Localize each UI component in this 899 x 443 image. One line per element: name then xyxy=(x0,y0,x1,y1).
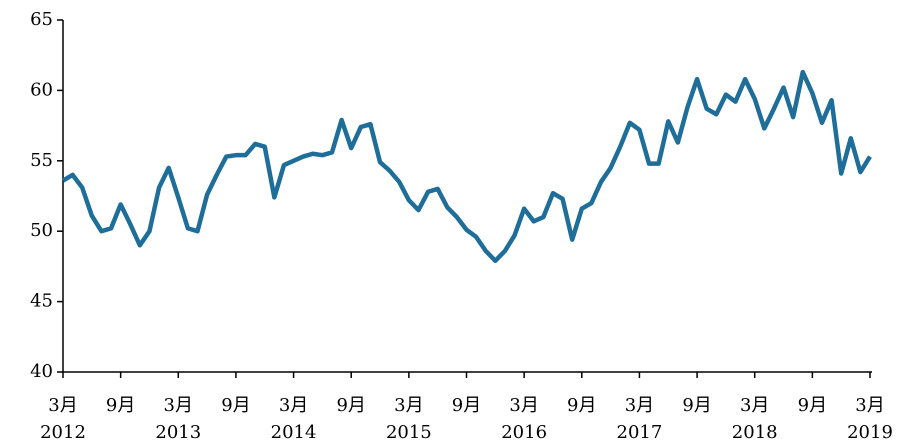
x-tick-label: 9月 xyxy=(798,395,827,416)
x-year-label: 2018 xyxy=(732,422,778,443)
x-year-label: 2015 xyxy=(386,422,432,443)
y-tick-label: 65 xyxy=(30,9,53,30)
x-year-label: 2014 xyxy=(271,422,317,443)
x-tick-label: 3月 xyxy=(394,395,423,416)
y-tick-label: 40 xyxy=(30,361,53,382)
y-tick-label: 55 xyxy=(30,150,53,171)
x-year-label: 2016 xyxy=(501,422,547,443)
x-tick-label: 9月 xyxy=(106,395,135,416)
x-tick-label: 3月 xyxy=(279,395,308,416)
x-year-label: 2019 xyxy=(847,422,893,443)
x-year-label: 2012 xyxy=(40,422,86,443)
x-tick-label: 9月 xyxy=(336,395,365,416)
x-tick-label: 9月 xyxy=(682,395,711,416)
x-tick-label: 9月 xyxy=(221,395,250,416)
x-tick-label: 3月 xyxy=(740,395,769,416)
x-tick-label: 3月 xyxy=(509,395,538,416)
y-tick-label: 50 xyxy=(30,220,53,241)
x-tick-label: 3月 xyxy=(164,395,193,416)
x-year-label: 2013 xyxy=(155,422,201,443)
x-tick-label: 3月 xyxy=(48,395,77,416)
x-tick-label: 3月 xyxy=(625,395,654,416)
x-tick-label: 3月 xyxy=(855,395,884,416)
x-tick-label: 9月 xyxy=(452,395,481,416)
x-tick-label: 9月 xyxy=(567,395,596,416)
x-year-label: 2017 xyxy=(617,422,663,443)
y-tick-label: 45 xyxy=(30,291,53,312)
y-tick-label: 60 xyxy=(30,79,53,100)
data-line xyxy=(61,69,872,264)
